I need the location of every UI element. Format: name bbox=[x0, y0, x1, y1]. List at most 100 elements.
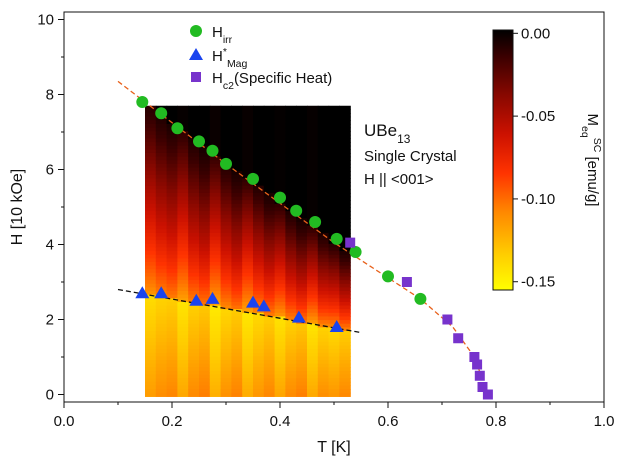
heatmap-cell bbox=[166, 138, 178, 143]
heatmap-cell bbox=[177, 258, 189, 263]
heatmap-cell bbox=[199, 305, 211, 310]
heatmap-cell bbox=[199, 258, 211, 263]
heatmap-cell bbox=[274, 323, 286, 328]
heatmap-cell bbox=[317, 236, 330, 241]
heatmap-cell bbox=[328, 272, 340, 278]
heatmap-cell bbox=[188, 316, 200, 321]
heatmap-cell bbox=[220, 142, 232, 147]
heatmap-cell bbox=[155, 251, 168, 256]
heatmap-cell bbox=[274, 254, 286, 259]
heatmap-cell bbox=[209, 105, 222, 110]
heatmap-cell bbox=[253, 120, 265, 125]
heatmap-cell bbox=[188, 349, 200, 354]
heatmap-cell bbox=[328, 385, 340, 390]
heatmap-cell bbox=[177, 247, 189, 252]
heatmap-cell bbox=[199, 247, 211, 252]
heatmap-cell bbox=[242, 236, 254, 241]
heatmap-cell bbox=[145, 240, 157, 245]
heatmap-cell bbox=[231, 312, 243, 318]
heatmap-cell bbox=[328, 218, 340, 223]
heatmap-cell bbox=[274, 171, 286, 176]
heatmap-cell bbox=[188, 109, 200, 114]
heatmap-cell bbox=[307, 323, 319, 328]
heatmap-cell bbox=[145, 185, 157, 190]
heatmap-cell bbox=[199, 385, 211, 390]
heatmap-cell bbox=[307, 349, 319, 354]
heatmap-cell bbox=[263, 251, 276, 256]
heatmap-cell bbox=[199, 265, 211, 270]
heatmap-cell bbox=[242, 356, 254, 361]
heatmap-cell bbox=[274, 385, 286, 390]
heatmap-cell bbox=[209, 171, 222, 176]
heatmap-cell bbox=[155, 196, 168, 201]
heatmap-cell bbox=[307, 192, 319, 198]
heatmap-cell bbox=[328, 149, 340, 154]
heatmap-cell bbox=[199, 330, 211, 336]
heatmap-cell bbox=[145, 265, 157, 270]
heatmap-cell bbox=[285, 167, 297, 172]
heatmap-cell bbox=[253, 334, 265, 339]
heatmap-cell bbox=[274, 247, 286, 252]
heatmap-cell bbox=[199, 200, 211, 205]
heatmap-cell bbox=[317, 145, 330, 150]
heatmap-cell bbox=[296, 105, 308, 110]
heatmap-cell bbox=[296, 261, 308, 267]
heatmap-cell bbox=[253, 320, 265, 325]
heatmap-cell bbox=[274, 134, 286, 140]
heatmap-cell bbox=[177, 367, 189, 372]
heatmap-cell bbox=[328, 156, 340, 161]
heatmap-cell bbox=[274, 305, 286, 310]
heatmap-cell bbox=[209, 378, 222, 383]
heatmap-cell bbox=[339, 185, 351, 190]
heatmap-cell bbox=[328, 305, 340, 310]
heatmap-cell bbox=[285, 243, 297, 249]
heatmap-cell bbox=[263, 189, 276, 194]
heatmap-cell bbox=[155, 225, 168, 230]
heatmap-cell bbox=[145, 138, 157, 143]
heatmap-cell bbox=[231, 254, 243, 259]
series-0-circle-marker bbox=[382, 270, 394, 283]
heatmap-cell bbox=[220, 298, 232, 303]
heatmap-cell bbox=[263, 120, 276, 125]
heatmap-cell bbox=[274, 105, 286, 110]
heatmap-cell bbox=[231, 381, 243, 387]
heatmap-cell bbox=[231, 298, 243, 303]
heatmap-cell bbox=[166, 229, 178, 234]
heatmap-cell bbox=[177, 381, 189, 387]
heatmap-cell bbox=[220, 258, 232, 263]
heatmap-cell bbox=[145, 254, 157, 259]
heatmap-cell bbox=[145, 232, 157, 238]
heatmap-cell bbox=[231, 327, 243, 332]
legend-label: Hc2(Specific Heat) bbox=[212, 70, 332, 92]
heatmap-cell bbox=[177, 178, 189, 183]
heatmap-cell bbox=[231, 291, 243, 296]
heatmap-cell bbox=[274, 160, 286, 165]
heatmap-cell bbox=[328, 258, 340, 263]
heatmap-cell bbox=[328, 138, 340, 143]
heatmap-cell bbox=[317, 301, 330, 307]
heatmap-cell bbox=[317, 378, 330, 383]
heatmap-cell bbox=[145, 145, 157, 150]
heatmap-cell bbox=[242, 109, 254, 114]
heatmap-cell bbox=[307, 258, 319, 263]
heatmap-cell bbox=[253, 160, 265, 165]
heatmap-cell bbox=[188, 203, 200, 209]
x-tick-label: 0.4 bbox=[270, 413, 291, 430]
heatmap-cell bbox=[296, 152, 308, 158]
heatmap-cell bbox=[188, 247, 200, 252]
heatmap-cell bbox=[199, 160, 211, 165]
heatmap-cell bbox=[177, 280, 189, 285]
heatmap-cell bbox=[263, 236, 276, 241]
heatmap-cell bbox=[177, 236, 189, 241]
heatmap-cell bbox=[285, 138, 297, 143]
heatmap-cell bbox=[296, 323, 308, 328]
heatmap-cell bbox=[220, 171, 232, 176]
heatmap-cell bbox=[209, 338, 222, 343]
heatmap-cell bbox=[231, 378, 243, 383]
heatmap-cell bbox=[188, 174, 200, 179]
heatmap-cell bbox=[220, 178, 232, 183]
heatmap-cell bbox=[188, 196, 200, 201]
heatmap-cell bbox=[307, 341, 319, 347]
heatmap-cell bbox=[296, 211, 308, 216]
